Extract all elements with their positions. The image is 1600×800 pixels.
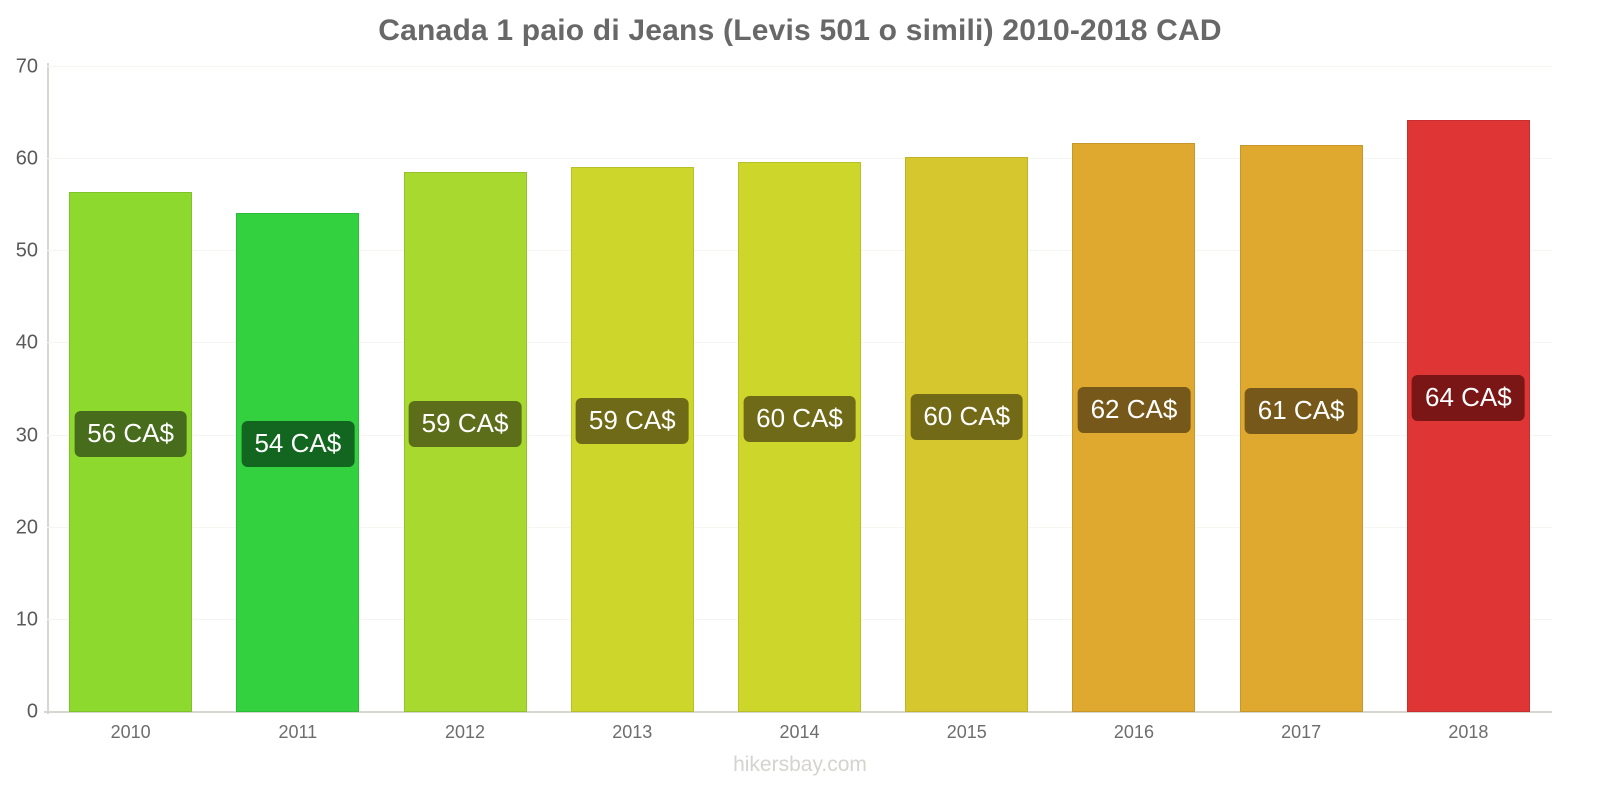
x-axis-tick-label: 2012 <box>445 722 486 742</box>
y-axis-tick-label: 60 <box>15 147 38 170</box>
y-axis-line <box>47 63 49 714</box>
bar-value-label: 56 CA$ <box>74 411 187 458</box>
x-axis-tick-label: 2014 <box>779 722 820 742</box>
bar-value-label: 60 CA$ <box>910 393 1024 440</box>
y-axis-tick-label: 40 <box>15 331 38 354</box>
x-axis-tick-label: 2011 <box>278 722 318 742</box>
bar-value-label: 54 CA$ <box>241 421 355 468</box>
y-axis-tick-label: 50 <box>15 239 38 262</box>
bar-value-label: 61 CA$ <box>1244 387 1358 434</box>
y-axis-tick-label: 10 <box>15 608 38 631</box>
y-axis-tick-label: 20 <box>15 516 38 539</box>
y-axis-tick-label: 70 <box>15 55 38 78</box>
x-axis-tick-label: 2016 <box>1113 722 1154 742</box>
bar-value-label: 59 CA$ <box>575 398 689 445</box>
x-axis-tick-label: 2017 <box>1281 722 1322 742</box>
y-axis-tick-label: 30 <box>15 424 38 447</box>
x-axis-line <box>44 711 1552 713</box>
bar-value-label: 62 CA$ <box>1077 386 1191 433</box>
y-axis-tick-label: 0 <box>26 700 38 723</box>
bar-value-label: 59 CA$ <box>408 401 522 448</box>
page-title: Canada 1 paio di Jeans (Levis 501 o simi… <box>378 14 1222 47</box>
attribution-footer: hikersbay.com <box>733 753 867 776</box>
x-axis-tick-label: 2018 <box>1448 722 1489 742</box>
x-axis-tick-label: 2010 <box>110 722 151 742</box>
gridline <box>47 158 1552 160</box>
bar-value-label: 60 CA$ <box>743 395 856 442</box>
gridline <box>47 66 1552 67</box>
bar-value-label: 64 CA$ <box>1412 374 1525 421</box>
plot-area: 56 CA$ 54 CA$ 59 CA$ 59 CA$ 60 CA$ 60 CA$ 62 C… <box>44 66 1552 713</box>
x-axis-tick-label: 2015 <box>946 722 987 742</box>
x-axis-tick-label: 2013 <box>612 722 653 742</box>
